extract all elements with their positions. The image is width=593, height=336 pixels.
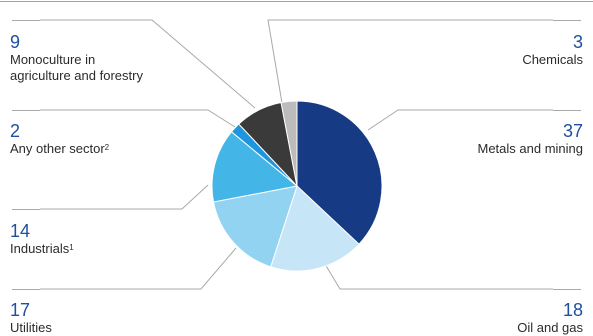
label-monoculture: 9 Monoculture in agriculture and forestr… [10, 32, 143, 84]
label-utilities: 17 Utilities [10, 300, 52, 336]
leader-metals [367, 109, 553, 131]
label-oil: 18 Oil and gas [517, 300, 583, 336]
pie-slice-utilities [212, 185, 298, 268]
label-industrials: 14 Industrials1 [10, 221, 74, 257]
text-utilities: Utilities [10, 320, 52, 335]
text-any-other-main: Any other sector [10, 141, 105, 156]
rule-oil [553, 289, 581, 290]
rule-industrials [12, 209, 40, 210]
value-chemicals: 3 [572, 32, 583, 52]
label-any-other: 2 Any other sector2 [10, 121, 109, 157]
pie-slices [211, 100, 383, 272]
rule-utilities [12, 289, 40, 290]
leader-utilities [40, 247, 237, 290]
footnote-any-other: 2 [104, 143, 110, 152]
value-any-other: 2 [10, 121, 21, 141]
leader-oil [324, 263, 553, 290]
pie-slice-metals-and-mining [296, 100, 383, 245]
text-industrials-main: Industrials [10, 241, 70, 256]
leader-chemicals [267, 19, 553, 104]
top-rule [0, 1, 593, 2]
label-chemicals: 3 Chemicals [522, 32, 583, 68]
leader-industrials [40, 184, 209, 210]
text-monoculture-line1: Monoculture in [10, 52, 96, 67]
rule-monoculture [12, 20, 40, 21]
leader-monoculture [40, 19, 256, 109]
text-any-other: Any other sector2 [10, 141, 109, 157]
value-utilities: 17 [10, 300, 31, 320]
text-oil: Oil and gas [517, 320, 583, 335]
pie-slice-chemicals [280, 100, 298, 187]
footnote-industrials: 1 [69, 243, 74, 252]
pie-slice-oil-and-gas [270, 185, 360, 272]
value-oil: 18 [562, 300, 583, 320]
pie-slice-industrials [211, 131, 299, 203]
rule-metals [553, 110, 581, 111]
rule-chemicals [553, 20, 581, 21]
value-industrials: 14 [10, 221, 31, 241]
text-industrials: Industrials1 [10, 241, 74, 257]
text-monoculture-line2: agriculture and forestry [10, 68, 143, 83]
leader-any-other [40, 109, 236, 128]
rule-any-other [12, 110, 40, 111]
label-metals: 37 Metals and mining [478, 121, 584, 157]
text-metals: Metals and mining [477, 141, 584, 156]
text-chemicals: Chemicals [522, 52, 583, 67]
value-metals: 37 [562, 121, 583, 141]
value-monoculture: 9 [10, 32, 21, 52]
leader-lines [40, 19, 553, 290]
